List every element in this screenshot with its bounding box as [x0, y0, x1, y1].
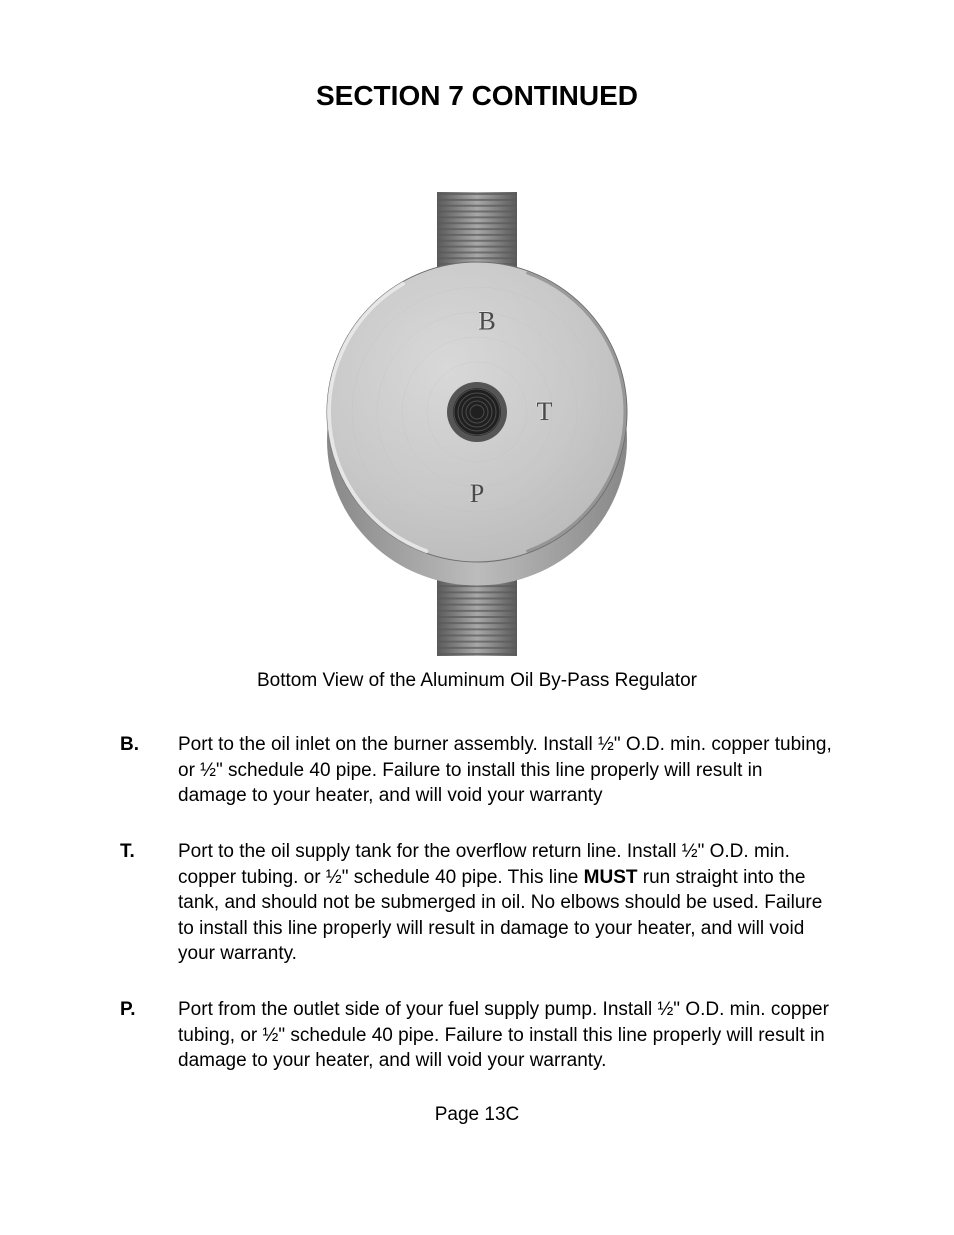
- port-label-t: T.: [120, 839, 178, 865]
- document-page: SECTION 7 CONTINUED BBTTPP Bottom View o…: [0, 0, 954, 1235]
- svg-text:P: P: [470, 479, 484, 508]
- port-item-b: B. Port to the oil inlet on the burner a…: [120, 732, 834, 809]
- port-item-t: T. Port to the oil supply tank for the o…: [120, 839, 834, 967]
- figure-caption: Bottom View of the Aluminum Oil By-Pass …: [120, 670, 834, 692]
- section-title: SECTION 7 CONTINUED: [120, 80, 834, 112]
- port-item-p: P. Port from the outlet side of your fue…: [120, 997, 834, 1074]
- port-label-p: P.: [120, 997, 178, 1023]
- figure-container: BBTTPP: [120, 152, 834, 662]
- page-number: Page 13C: [120, 1104, 834, 1126]
- port-text-b: Port to the oil inlet on the burner asse…: [178, 732, 834, 809]
- port-label-b: B.: [120, 732, 178, 758]
- port-text-t: Port to the oil supply tank for the over…: [178, 839, 834, 967]
- port-text-p: Port from the outlet side of your fuel s…: [178, 997, 834, 1074]
- svg-text:T: T: [537, 397, 553, 426]
- regulator-figure: BBTTPP: [297, 152, 657, 662]
- port-text-t-bold: MUST: [584, 867, 638, 888]
- svg-text:B: B: [478, 307, 495, 336]
